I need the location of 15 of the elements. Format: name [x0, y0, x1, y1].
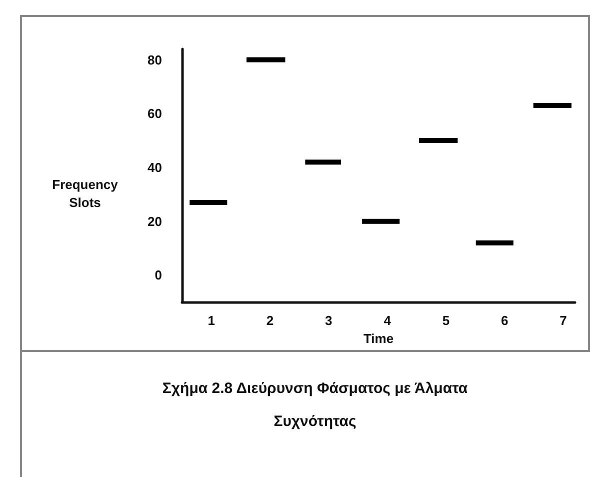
y-tick-label: 80 [148, 52, 162, 68]
x-tick-label: 5 [442, 313, 450, 328]
y-tick-label: 0 [154, 268, 162, 283]
y-tick-label: 20 [148, 214, 162, 229]
x-tick-label: 7 [560, 313, 567, 328]
text: Σχήμα 2.8 Διεύρυνση Φάσματος με Άλματα Συχνότητας [161, 379, 469, 432]
y-axis-title: Frequency Slots [51, 176, 119, 212]
y-tick-label: 60 [148, 106, 162, 122]
x-tick-label: 6 [500, 313, 508, 328]
x-tick-label: 3 [325, 313, 332, 328]
x-axis-title: Time [363, 331, 394, 346]
y-tick-label: 40 [148, 160, 162, 175]
x-tick-label: 1 [208, 313, 215, 328]
x-tick-label: 4 [384, 313, 392, 328]
x-tick-label: 2 [266, 313, 274, 328]
